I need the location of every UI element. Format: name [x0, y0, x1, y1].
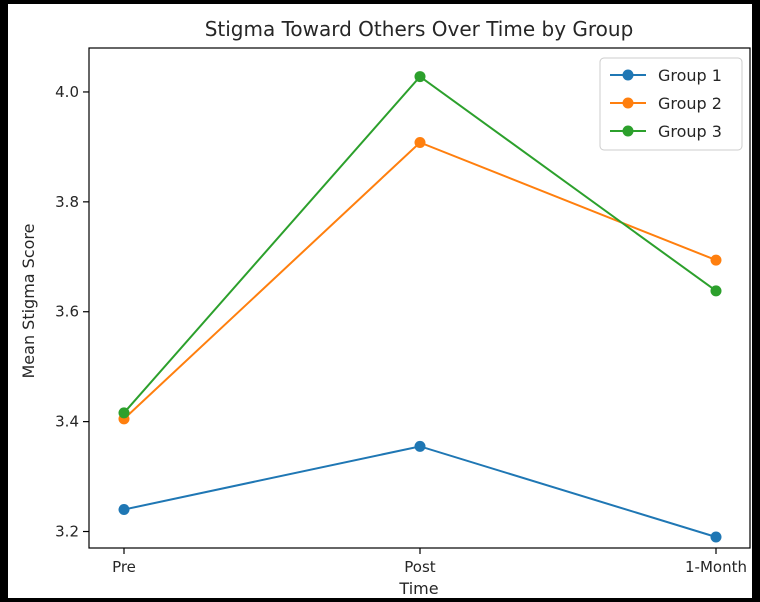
y-tick-label: 3.6 — [55, 303, 79, 321]
y-tick-label: 3.8 — [55, 193, 79, 211]
data-point — [118, 407, 130, 419]
data-point — [710, 531, 722, 543]
x-axis: Pre Post 1-Month — [112, 548, 747, 576]
data-point — [710, 285, 722, 297]
y-tick-label: 3.2 — [55, 523, 79, 541]
chart-figure: Stigma Toward Others Over Time by Group … — [8, 4, 752, 598]
data-point — [118, 504, 130, 516]
x-tick-label: Pre — [112, 558, 136, 576]
data-point — [414, 440, 426, 452]
legend-label: Group 3 — [658, 122, 722, 141]
line-chart: Stigma Toward Others Over Time by Group … — [19, 17, 751, 598]
y-tick-label: 4.0 — [55, 83, 79, 101]
y-tick-label: 3.4 — [55, 413, 79, 431]
x-axis-label: Time — [398, 579, 438, 598]
y-axis: 3.2 3.4 3.6 3.8 4.0 — [55, 83, 89, 541]
series-line-group-1 — [123, 445, 717, 538]
x-tick-label: Post — [404, 558, 436, 576]
legend-marker — [622, 69, 634, 81]
legend-box — [599, 57, 743, 151]
data-point — [414, 137, 426, 149]
chart-title: Stigma Toward Others Over Time by Group — [205, 17, 634, 41]
data-point — [414, 71, 426, 83]
legend-label: Group 1 — [658, 66, 722, 85]
x-tick-label: 1-Month — [685, 558, 747, 576]
legend-label: Group 2 — [658, 94, 722, 113]
legend-marker — [622, 125, 634, 137]
series-line-group-2 — [123, 141, 717, 420]
y-axis-label: Mean Stigma Score — [19, 224, 38, 379]
legend: Group 1 Group 2 Group 3 — [599, 57, 743, 151]
data-point — [710, 254, 722, 266]
legend-marker — [622, 97, 634, 109]
plot-area — [118, 71, 722, 543]
